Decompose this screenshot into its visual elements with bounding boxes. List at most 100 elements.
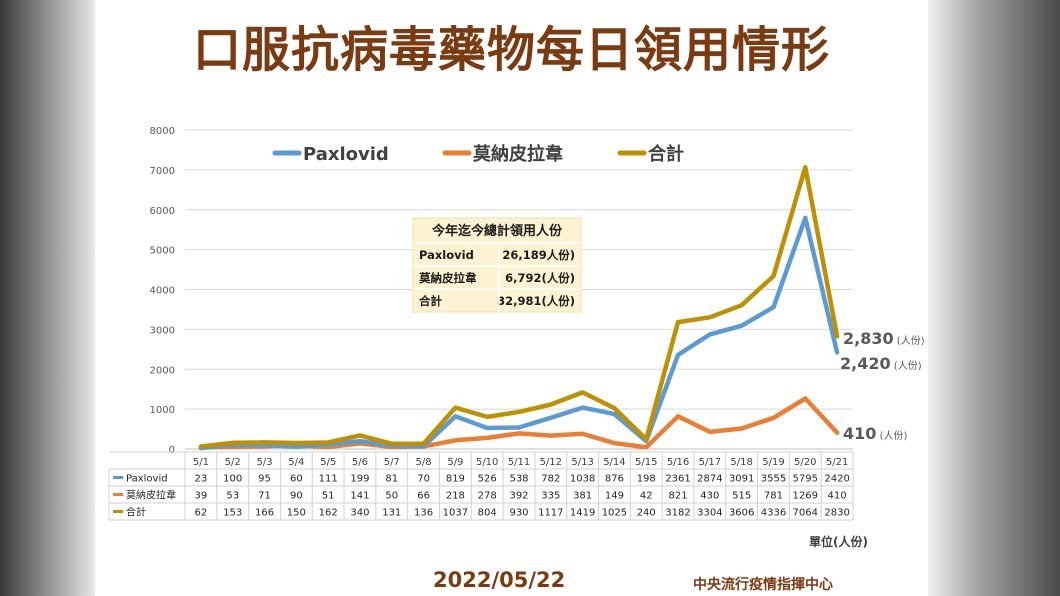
table-cell: 111 (319, 474, 338, 485)
x-tick-label: 5/6 (352, 457, 368, 468)
table-cell: 3091 (729, 474, 754, 485)
table-cell: 1037 (443, 508, 468, 519)
summary-box (412, 217, 582, 313)
table-cell: 136 (414, 508, 433, 519)
table-cell: 335 (541, 491, 560, 502)
summary-row-value: 32,981(人份) (497, 294, 575, 308)
summary-row-label: Paxlovid (419, 248, 474, 262)
table-cell: 340 (350, 508, 369, 519)
y-tick-label: 3000 (150, 325, 175, 336)
right-backdrop (928, 0, 1060, 596)
line-chart: 0 1000 2000 3000 4000 5000 6000 7000 8000 Paxlovi… (108, 126, 925, 549)
table-cell: 218 (446, 491, 465, 502)
x-tick-label: 5/5 (320, 457, 336, 468)
slide: 口服抗病毒藥物每日領用情形 0 1000 2000 3000 4000 5000 6000 7… (95, 0, 928, 596)
summary-row-label: 合計 (419, 294, 442, 308)
y-tick-label: 2000 (150, 365, 175, 376)
table-cell: 53 (226, 491, 239, 502)
table-cell: 1038 (570, 474, 595, 485)
table-cell: 50 (385, 491, 398, 502)
table-cell: 62 (195, 508, 208, 519)
legend-label-total: 合計 (648, 143, 684, 165)
x-tick-label: 5/18 (730, 457, 752, 468)
left-backdrop (0, 0, 95, 596)
series-line-molnupiravir (198, 396, 840, 450)
table-cell: 515 (732, 491, 751, 502)
table-cell: 131 (382, 508, 401, 519)
source-label: 中央流行疫情指揮中心 (693, 577, 833, 593)
x-tick-label: 5/2 (225, 457, 241, 468)
table-cell: 150 (287, 508, 306, 519)
table-cell: 23 (195, 474, 208, 485)
series-line-total (198, 165, 840, 449)
table-cell: 804 (478, 508, 497, 519)
table-cell: 3304 (697, 508, 722, 519)
table-cell: 876 (605, 474, 624, 485)
x-tick-label: 5/1 (193, 457, 209, 468)
table-cell: 2420 (824, 474, 849, 485)
table-cell: 66 (417, 491, 430, 502)
table-cell: 930 (509, 508, 528, 519)
table-cell: 1419 (570, 508, 595, 519)
table-cell: 430 (700, 491, 719, 502)
table-cell: 5795 (793, 474, 818, 485)
table-cell: 3182 (665, 508, 690, 519)
table-cell: 538 (509, 474, 528, 485)
table-cell: 51 (322, 491, 335, 502)
table-cell: 2874 (697, 474, 722, 485)
table-cell: 3555 (761, 474, 786, 485)
table-cell: 81 (385, 474, 398, 485)
x-tick-label: 5/4 (288, 457, 304, 468)
y-tick-label: 1000 (150, 405, 175, 416)
table-cell: 381 (573, 491, 592, 502)
table-cell: 90 (290, 491, 303, 502)
end-label-paxlovid: 2,420 (人份) (840, 354, 922, 373)
x-tick-label: 5/12 (540, 457, 562, 468)
y-tick-label: 4000 (150, 286, 175, 297)
x-tick-label: 5/11 (508, 457, 530, 468)
x-tick-label: 5/14 (603, 457, 625, 468)
table-cell: 60 (290, 474, 303, 485)
x-tick-label: 5/3 (256, 457, 272, 468)
table-cell: 95 (258, 474, 271, 485)
x-tick-label: 5/19 (762, 457, 784, 468)
table-cell: 1025 (602, 508, 627, 519)
table-cell: 392 (509, 491, 528, 502)
table-row-label-paxlovid: Paxlovid (126, 474, 168, 485)
table-row-label-total: 合計 (126, 506, 146, 519)
table-cell: 39 (195, 491, 208, 502)
legend-label-molnupiravir: 莫納皮拉韋 (472, 143, 563, 165)
table-cell: 782 (541, 474, 560, 485)
table-cell: 1269 (793, 491, 818, 502)
table-cell: 149 (605, 491, 624, 502)
x-tick-label: 5/15 (635, 457, 657, 468)
table-cell: 42 (640, 491, 653, 502)
table-cell: 526 (478, 474, 497, 485)
unit-label: 單位(人份) (809, 534, 868, 549)
x-tick-label: 5/20 (794, 457, 816, 468)
end-label-molnupiravir: 410 (人份) (843, 424, 907, 443)
table-row-label-molnupiravir: 莫納皮拉韋 (126, 489, 176, 502)
table-cell: 278 (478, 491, 497, 502)
table-cell: 166 (255, 508, 274, 519)
table-cell: 153 (223, 508, 242, 519)
table-cell: 821 (669, 491, 688, 502)
summary-box-title: 今年迄今總計領用人份 (431, 223, 563, 239)
x-tick-label: 5/7 (384, 457, 400, 468)
summary-row-label: 莫納皮拉韋 (418, 271, 477, 285)
table-cell: 3606 (729, 508, 754, 519)
table-cell: 410 (828, 491, 847, 502)
table-cell: 2361 (665, 474, 690, 485)
x-tick-label: 5/13 (571, 457, 593, 468)
table-cell: 141 (350, 491, 369, 502)
y-tick-label: 5000 (150, 246, 175, 257)
x-tick-label: 5/21 (826, 457, 848, 468)
summary-row-value: 26,189人份) (502, 248, 575, 262)
x-tick-label: 5/16 (667, 457, 689, 468)
x-tick-label: 5/10 (476, 457, 498, 468)
table-cell: 7064 (793, 508, 818, 519)
table-cell: 240 (637, 508, 656, 519)
table-cell: 198 (637, 474, 656, 485)
x-tick-label: 5/17 (699, 457, 721, 468)
y-tick-label: 8000 (150, 126, 175, 137)
